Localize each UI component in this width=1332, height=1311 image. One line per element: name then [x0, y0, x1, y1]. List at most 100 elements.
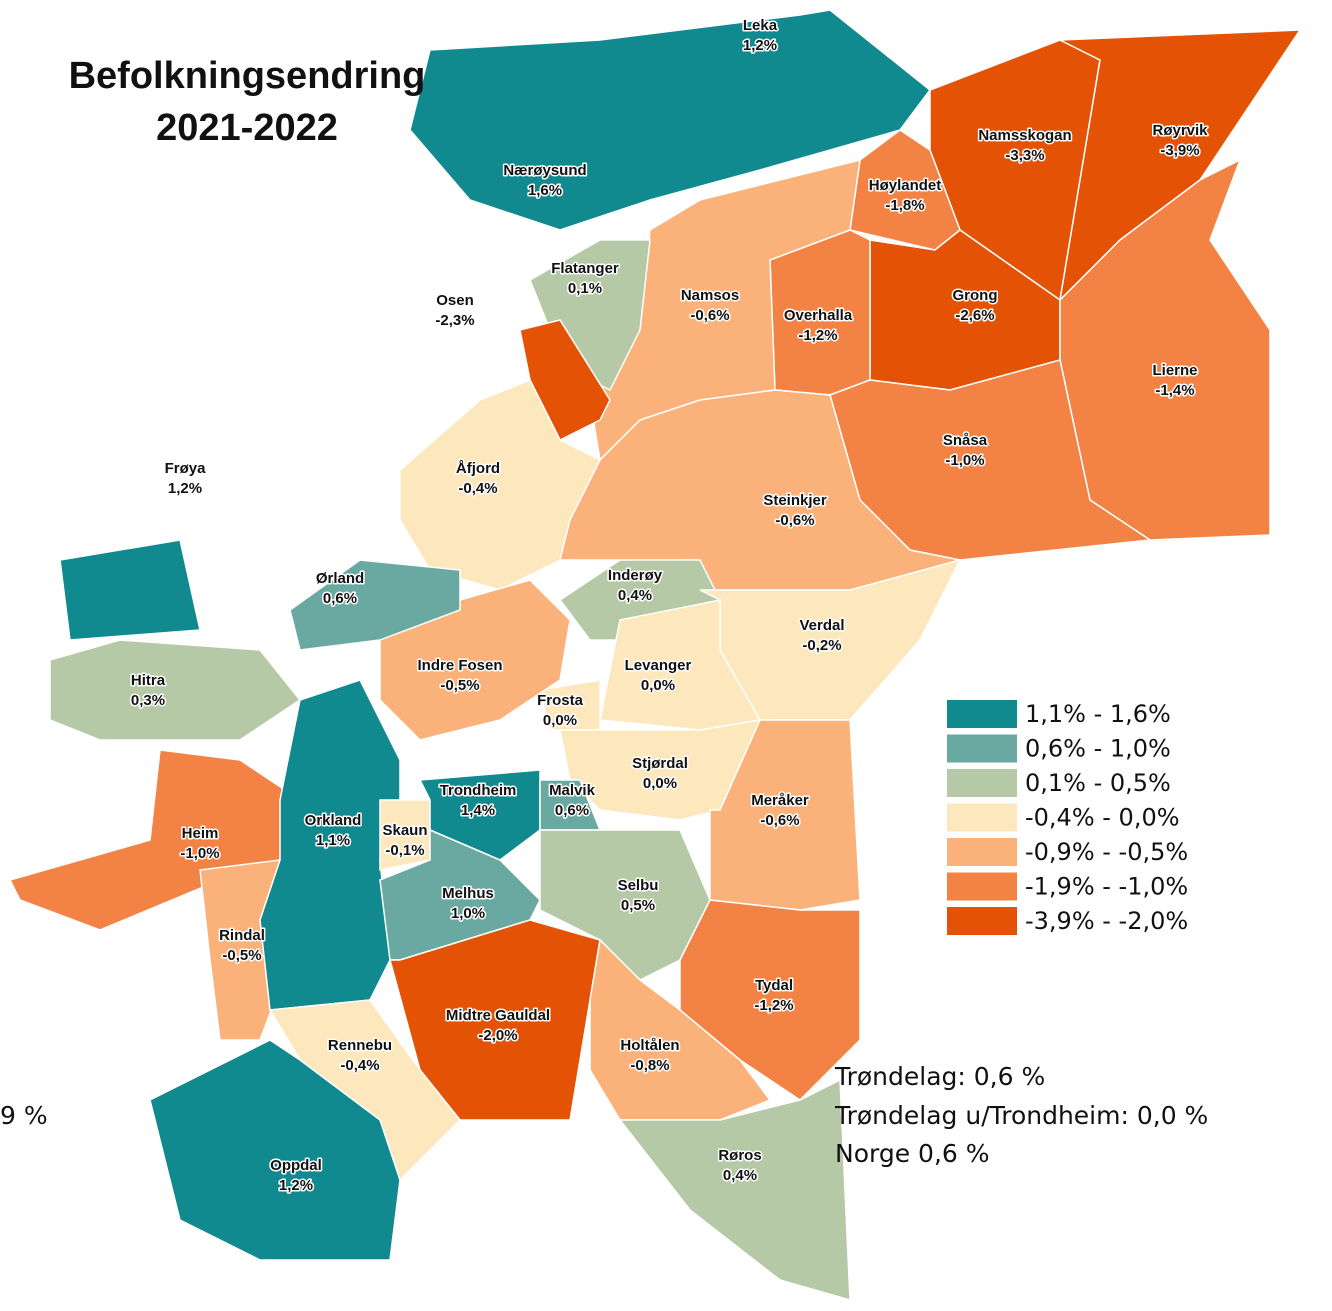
legend-label: -1,9% - -1,0% — [1025, 873, 1188, 901]
legend: 1,1% - 1,6% 0,6% - 1,0% 0,1% - 0,5% -0,4% -… — [947, 700, 1188, 935]
municipality — [49, 639, 302, 741]
regions — [8, 9, 1302, 1302]
municipality-name: Nærøysund — [503, 162, 586, 179]
municipality-value: 1,4% — [461, 802, 495, 819]
legend-label: 0,1% - 0,5% — [1025, 769, 1171, 797]
legend-swatch — [947, 872, 1017, 901]
municipality-name: Selbu — [618, 877, 659, 894]
municipality-name: Røyrvik — [1152, 122, 1208, 139]
municipality-value: -1,0% — [945, 452, 984, 469]
municipality-value: 1,2% — [168, 480, 202, 497]
municipality-value: 0,1% — [568, 280, 602, 297]
municipality-value: -0,6% — [760, 812, 799, 829]
municipality-value: 1,1% — [316, 832, 350, 849]
municipality-value: -1,2% — [754, 997, 793, 1014]
legend-swatch — [947, 734, 1017, 763]
municipality-value: 0,5% — [621, 897, 655, 914]
municipality-name: Malvik — [549, 782, 596, 799]
municipality-value: 0,3% — [131, 692, 165, 709]
municipality — [59, 539, 201, 641]
municipality-value: -1,8% — [885, 197, 924, 214]
cut-text: 9 % — [0, 1101, 48, 1130]
legend-swatch — [947, 907, 1017, 935]
title-line: 2021-2022 — [156, 107, 338, 149]
municipality-value: 0,0% — [643, 775, 677, 792]
municipality-name: Meråker — [751, 792, 809, 809]
municipality-name: Hitra — [131, 672, 166, 689]
municipality-name: Holtålen — [620, 1037, 679, 1054]
municipality-name: Frøya — [165, 460, 207, 477]
municipality-value: -0,4% — [458, 480, 497, 497]
municipality-name: Lierne — [1152, 362, 1197, 379]
municipality-value: -0,5% — [440, 677, 479, 694]
municipality-value: 0,0% — [543, 712, 577, 729]
legend-label: -0,4% - 0,0% — [1025, 804, 1180, 832]
title-line: Befolkningsendring — [69, 55, 426, 97]
municipality-name: Høylandet — [869, 177, 942, 194]
municipality-value: 1,2% — [279, 1177, 313, 1194]
legend-label: -3,9% - -2,0% — [1025, 907, 1188, 935]
municipality — [618, 1078, 851, 1302]
municipality-value: -0,4% — [340, 1057, 379, 1074]
municipality-name: Steinkjer — [763, 492, 827, 509]
municipality-value: 1,0% — [451, 905, 485, 922]
municipality-value: -3,9% — [1160, 142, 1199, 159]
municipality-value: -0,1% — [385, 842, 424, 859]
municipality-name: Midtre Gauldal — [446, 1007, 550, 1024]
municipality-name: Rennebu — [328, 1037, 392, 1054]
legend-swatch — [947, 769, 1017, 797]
legend-swatch — [947, 803, 1017, 832]
municipality-name: Rindal — [219, 927, 265, 944]
note: Trøndelag u/Trondheim: 0,0 % — [834, 1101, 1208, 1130]
note: Norge 0,6 % — [835, 1139, 990, 1168]
municipality-name: Namsos — [681, 287, 739, 304]
municipality-name: Levanger — [625, 657, 692, 674]
municipality-name: Heim — [182, 825, 219, 842]
legend-label: 1,1% - 1,6% — [1025, 700, 1171, 728]
municipality — [409, 9, 932, 231]
municipality-name: Frosta — [537, 692, 584, 709]
municipality-value: 0,6% — [555, 802, 589, 819]
legend-swatch — [947, 700, 1017, 728]
municipality-name: Verdal — [799, 617, 844, 634]
municipality-name: Oppdal — [270, 1157, 322, 1174]
municipality-name: Tydal — [755, 977, 793, 994]
labels: Leka 1,2% Nærøysund 1,6% Namsskogan -3,3% Røyr… — [129, 16, 1209, 1196]
municipality-name: Indre Fosen — [417, 657, 502, 674]
municipality-value: -0,2% — [802, 637, 841, 654]
municipality-value: -2,6% — [955, 307, 994, 324]
note: Trøndelag: 0,6 % — [834, 1062, 1045, 1091]
municipality-name: Trondheim — [440, 782, 517, 799]
municipality-value: -3,3% — [1005, 147, 1044, 164]
municipality-value: -0,5% — [222, 947, 261, 964]
municipality-value: 0,4% — [723, 1167, 757, 1184]
municipality-name: Overhalla — [784, 307, 853, 324]
municipality — [589, 938, 772, 1121]
municipality-name: Orkland — [305, 812, 362, 829]
municipality-name: Røros — [718, 1147, 761, 1164]
legend-swatch — [947, 838, 1017, 866]
legend-label: 0,6% - 1,0% — [1025, 735, 1171, 763]
municipality-value: -1,2% — [798, 327, 837, 344]
municipality-value: -0,8% — [630, 1057, 669, 1074]
municipality — [149, 1039, 401, 1261]
municipality-name: Åfjord — [456, 460, 500, 477]
municipality-value: 1,2% — [743, 37, 777, 54]
municipality-value: 0,0% — [641, 677, 675, 694]
municipality-name: Stjørdal — [632, 755, 688, 772]
municipality-value: 0,6% — [323, 590, 357, 607]
municipality-name: Leka — [743, 17, 778, 34]
municipality-name: Osen — [436, 292, 474, 309]
legend-label: -0,9% - -0,5% — [1025, 838, 1188, 866]
municipality-name: Melhus — [442, 885, 494, 902]
municipality-name: Inderøy — [608, 567, 663, 584]
municipality-value: -1,0% — [180, 845, 219, 862]
municipality-name: Skaun — [382, 822, 427, 839]
municipality-name: Flatanger — [551, 260, 619, 277]
municipality — [559, 389, 961, 591]
municipality-name: Grong — [953, 287, 998, 304]
municipality-value: 1,6% — [528, 182, 562, 199]
municipality-value: 0,4% — [618, 587, 652, 604]
municipality-value: -0,6% — [775, 512, 814, 529]
